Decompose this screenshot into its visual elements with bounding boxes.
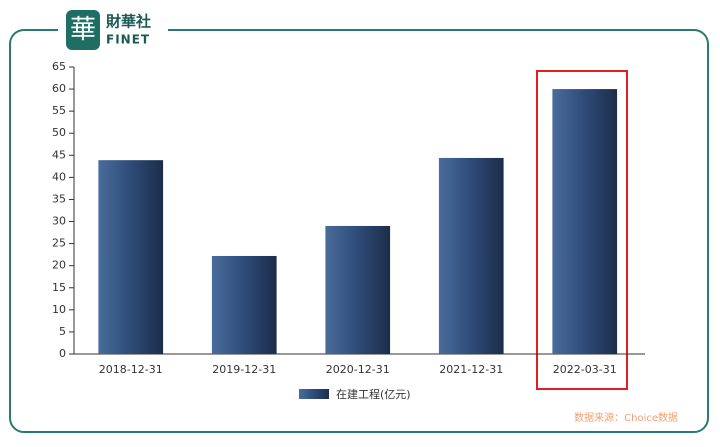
bar	[552, 89, 618, 355]
x-tick-label: 2019-12-31	[212, 363, 276, 376]
highlight-box	[536, 70, 628, 390]
logo-name: 財華社	[105, 13, 151, 31]
y-tick-label: 10	[52, 303, 66, 316]
y-tick-label: 25	[52, 237, 66, 250]
x-tick-label: 2021-12-31	[439, 363, 503, 376]
y-tick-label: 45	[52, 148, 66, 161]
source-note: 数据来源：Choice数据	[574, 411, 678, 424]
bar	[211, 255, 277, 354]
x-tick-label: 2018-12-31	[99, 363, 163, 376]
x-tick-label: 2020-12-31	[326, 363, 390, 376]
legend-label: 在建工程(亿元)	[336, 387, 411, 401]
bar	[438, 157, 504, 354]
y-tick-label: 55	[52, 104, 66, 117]
legend-swatch	[299, 389, 329, 399]
logo-mark-bg	[66, 10, 100, 50]
frame	[9, 29, 709, 433]
logo-mark: 華	[70, 15, 96, 45]
logo-brand: FINET	[106, 33, 150, 47]
y-tick-label: 40	[52, 170, 66, 183]
y-tick-label: 30	[52, 215, 66, 228]
y-tick-label: 60	[52, 82, 66, 95]
x-tick-label: 2022-03-31	[553, 363, 617, 376]
y-tick-label: 20	[52, 259, 66, 272]
y-tick-label: 35	[52, 192, 66, 205]
y-tick-label: 0	[59, 347, 66, 360]
y-tick-label: 5	[59, 325, 66, 338]
y-tick-label: 50	[52, 126, 66, 139]
y-tick-label: 65	[52, 60, 66, 73]
bar	[325, 225, 391, 354]
y-tick-label: 15	[52, 281, 66, 294]
bar	[98, 160, 164, 354]
